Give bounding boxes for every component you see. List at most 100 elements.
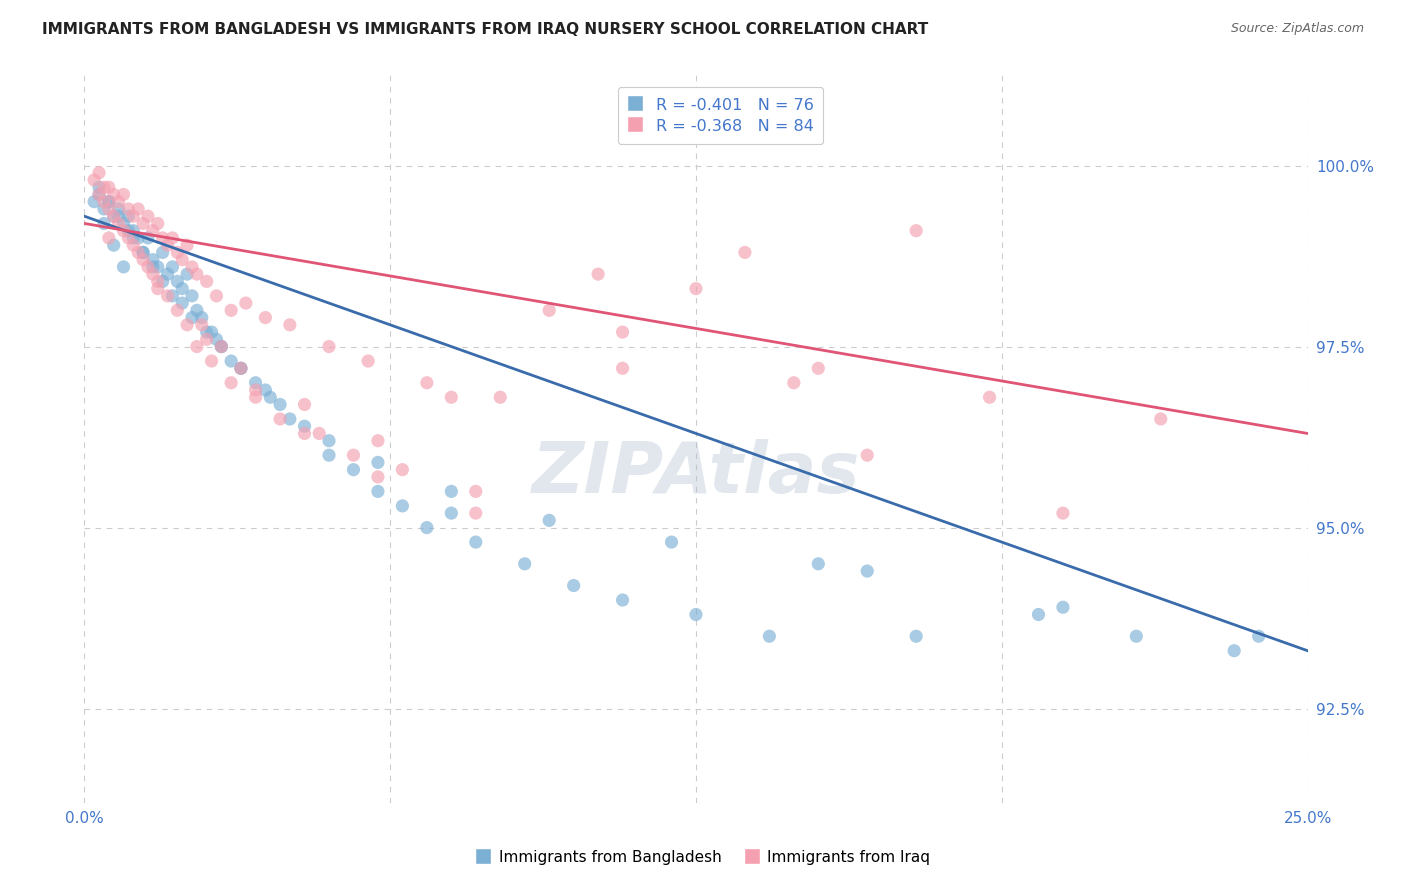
Point xyxy=(136,260,159,274)
Point xyxy=(176,267,198,281)
Text: Source: ZipAtlas.com: Source: ZipAtlas.com xyxy=(1230,22,1364,36)
Point xyxy=(612,361,634,376)
Point xyxy=(856,564,879,578)
Point xyxy=(318,340,340,354)
Point xyxy=(1028,607,1050,622)
Point xyxy=(685,282,707,296)
Point xyxy=(146,274,169,288)
Point xyxy=(318,448,340,462)
Point xyxy=(464,506,486,520)
Point xyxy=(612,325,634,339)
Point xyxy=(612,593,634,607)
Point xyxy=(107,202,129,216)
Point xyxy=(132,216,155,230)
Point xyxy=(87,187,110,202)
Point xyxy=(107,209,129,223)
Point xyxy=(162,289,184,303)
Point xyxy=(112,260,135,274)
Point xyxy=(979,390,1001,404)
Point xyxy=(195,332,218,346)
Point xyxy=(186,340,208,354)
Point xyxy=(97,202,120,216)
Point xyxy=(181,310,204,325)
Point xyxy=(156,238,179,252)
Point xyxy=(117,202,139,216)
Point xyxy=(1052,600,1074,615)
Point xyxy=(269,412,291,426)
Point xyxy=(367,470,389,484)
Point xyxy=(219,303,242,318)
Point xyxy=(162,260,184,274)
Point xyxy=(440,484,463,499)
Point xyxy=(318,434,340,448)
Point xyxy=(245,390,267,404)
Point xyxy=(562,578,585,592)
Point xyxy=(219,376,242,390)
Point xyxy=(132,245,155,260)
Point xyxy=(166,274,188,288)
Point xyxy=(122,238,145,252)
Point xyxy=(191,318,214,332)
Point xyxy=(112,187,135,202)
Point xyxy=(209,340,232,354)
Point xyxy=(416,520,439,534)
Point xyxy=(734,245,756,260)
Point xyxy=(186,303,208,318)
Point xyxy=(146,260,169,274)
Point xyxy=(1223,644,1246,658)
Point xyxy=(97,194,120,209)
Point xyxy=(905,224,928,238)
Point xyxy=(132,245,155,260)
Point xyxy=(205,332,228,346)
Point xyxy=(219,354,242,368)
Point xyxy=(464,484,486,499)
Point xyxy=(142,260,165,274)
Point xyxy=(254,310,277,325)
Point xyxy=(661,535,683,549)
Point xyxy=(1150,412,1173,426)
Point xyxy=(93,194,115,209)
Point xyxy=(278,412,301,426)
Point xyxy=(107,194,129,209)
Point xyxy=(807,557,830,571)
Point xyxy=(142,252,165,267)
Point xyxy=(905,629,928,643)
Point xyxy=(294,419,316,434)
Point xyxy=(103,209,125,223)
Point xyxy=(146,282,169,296)
Point xyxy=(152,274,174,288)
Point xyxy=(538,303,561,318)
Point xyxy=(132,252,155,267)
Point xyxy=(342,448,364,462)
Point xyxy=(127,245,149,260)
Point xyxy=(245,376,267,390)
Point xyxy=(195,325,218,339)
Point xyxy=(391,463,413,477)
Point xyxy=(440,506,463,520)
Point xyxy=(83,173,105,187)
Point xyxy=(342,463,364,477)
Point xyxy=(112,224,135,238)
Point xyxy=(229,361,252,376)
Point xyxy=(269,397,291,411)
Point xyxy=(807,361,830,376)
Point xyxy=(136,231,159,245)
Point xyxy=(103,238,125,252)
Legend: R = -0.401   N = 76, R = -0.368   N = 84: R = -0.401 N = 76, R = -0.368 N = 84 xyxy=(617,87,824,144)
Point xyxy=(152,245,174,260)
Point xyxy=(142,224,165,238)
Point xyxy=(172,282,194,296)
Point xyxy=(440,390,463,404)
Point xyxy=(229,361,252,376)
Point xyxy=(758,629,780,643)
Point xyxy=(142,267,165,281)
Point xyxy=(191,310,214,325)
Point xyxy=(367,434,389,448)
Point xyxy=(152,231,174,245)
Point xyxy=(122,209,145,223)
Point xyxy=(176,318,198,332)
Point xyxy=(87,180,110,194)
Point xyxy=(166,303,188,318)
Point xyxy=(278,318,301,332)
Point xyxy=(156,267,179,281)
